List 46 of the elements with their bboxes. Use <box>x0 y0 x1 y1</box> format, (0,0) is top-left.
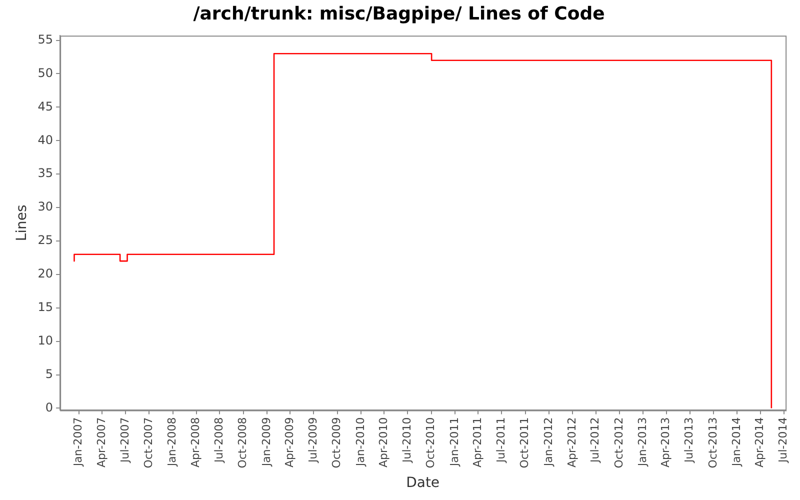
y-tick-label: 15 <box>38 300 54 314</box>
x-tick-label: Oct-2008 <box>236 417 250 468</box>
x-tick-label: Jul-2007 <box>118 417 132 464</box>
x-tick-label: Jan-2007 <box>72 417 85 468</box>
x-tick-label: Oct-2012 <box>612 417 626 468</box>
y-tick-label: 35 <box>38 166 54 180</box>
x-tick-label: Jul-2009 <box>306 417 320 464</box>
x-tick-label: Jul-2014 <box>776 417 790 464</box>
x-tick-label: Apr-2012 <box>565 417 578 468</box>
x-tick-label: Apr-2013 <box>659 417 672 468</box>
x-tick-label: Jan-2014 <box>730 417 744 468</box>
x-tick-label: Oct-2009 <box>330 417 344 468</box>
x-tick-label: Jan-2009 <box>260 417 273 468</box>
x-tick-label: Jul-2010 <box>400 417 414 464</box>
x-tick-label: Apr-2008 <box>189 417 202 468</box>
x-tick-label: Oct-2013 <box>706 417 720 468</box>
x-tick-label: Jan-2012 <box>542 417 555 468</box>
y-tick-label: 40 <box>38 132 54 147</box>
x-tick-label: Jan-2010 <box>354 417 367 468</box>
x-tick-label: Jul-2013 <box>682 417 696 464</box>
y-tick-label: 5 <box>45 366 54 381</box>
chart-title: /arch/trunk: misc/Bagpipe/ Lines of Code <box>193 3 605 24</box>
y-tick-label: 10 <box>38 333 54 348</box>
x-tick-label: Jan-2013 <box>636 417 650 468</box>
y-tick-label: 45 <box>38 99 54 114</box>
y-tick-label: 20 <box>38 266 54 281</box>
y-axis-title: Lines <box>14 204 30 242</box>
x-tick-label: Apr-2010 <box>377 417 390 468</box>
x-tick-label: Apr-2007 <box>94 417 108 468</box>
x-tick-label: Jul-2012 <box>588 417 602 464</box>
x-tick-label: Apr-2009 <box>283 417 296 468</box>
y-tick-label: 0 <box>45 400 54 414</box>
x-tick-label: Jan-2008 <box>166 417 179 468</box>
x-tick-label: Jul-2011 <box>494 417 508 464</box>
x-tick-label: Oct-2007 <box>142 417 156 468</box>
x-tick-label: Oct-2010 <box>424 417 438 468</box>
x-tick-label: Jul-2008 <box>212 417 226 464</box>
x-tick-label: Jan-2011 <box>448 417 461 468</box>
x-tick-label: Oct-2011 <box>518 417 532 468</box>
x-tick-label: Apr-2011 <box>471 417 484 468</box>
y-tick-label: 25 <box>38 233 54 248</box>
x-axis-title: Date <box>406 475 440 492</box>
y-tick-label: 30 <box>38 200 54 214</box>
x-tick-label: Apr-2014 <box>753 417 766 468</box>
y-tick-label: 55 <box>38 32 54 46</box>
y-tick-label: 50 <box>38 66 54 80</box>
